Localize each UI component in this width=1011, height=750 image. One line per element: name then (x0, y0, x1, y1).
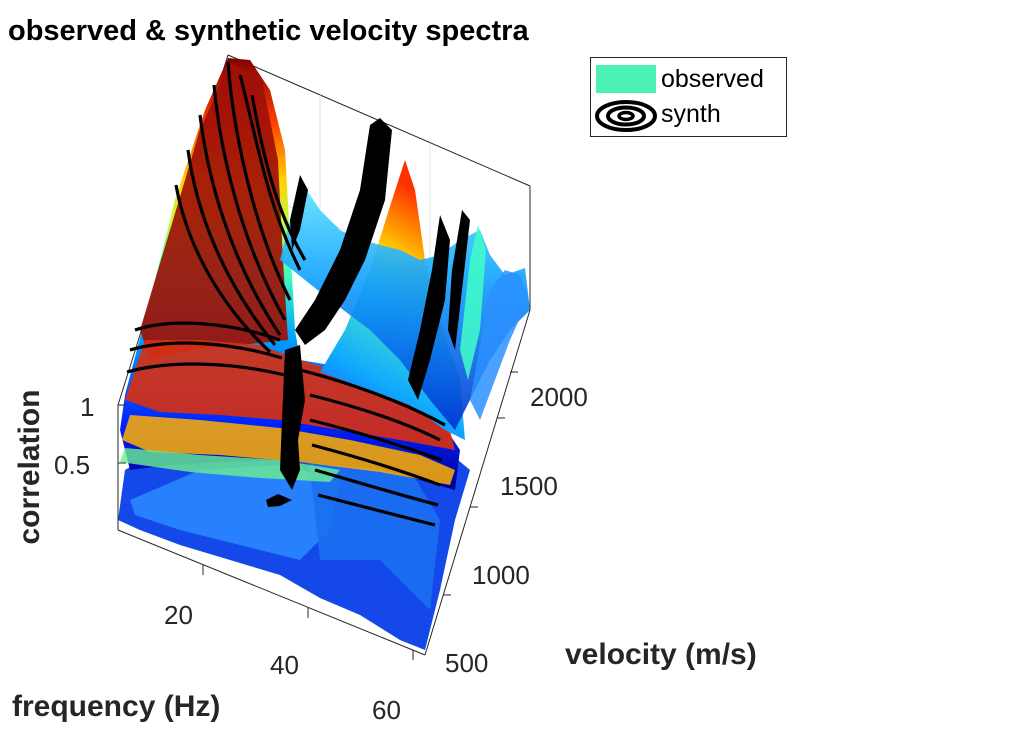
synth-contour (314, 468, 439, 507)
y-tick-label: 2000 (530, 382, 588, 412)
legend-contour-ring (595, 100, 657, 132)
synth-fill (266, 118, 470, 507)
synth-contour (309, 393, 441, 442)
synth-contour (311, 443, 441, 487)
x-tick-label: 60 (372, 695, 401, 725)
y-tick-label: 500 (445, 648, 489, 678)
y-tick-label: 1000 (472, 560, 530, 590)
observed-surface (118, 58, 530, 650)
synth-black-band (290, 175, 308, 250)
frequency-axis-line (117, 529, 426, 656)
chart-title: observed & synthetic velocity spectra (8, 15, 529, 47)
synth-contour (238, 74, 302, 271)
synth-contour (126, 362, 286, 377)
synth-black-band (448, 210, 470, 350)
synth-black-band (408, 215, 450, 400)
synth-contour (134, 321, 281, 342)
legend-contour-ring (617, 110, 635, 122)
surface-base-light (130, 465, 340, 560)
legend-contour-ring (606, 105, 646, 127)
z-tick-label: 0.5 (54, 450, 91, 480)
synth-contour (186, 149, 277, 347)
legend-entry-synth: synth (591, 98, 786, 134)
surface-cyan-peak (460, 225, 486, 380)
synth-contour (309, 418, 443, 462)
legend-label-synth: synth (661, 100, 721, 128)
synth-contour (226, 61, 292, 301)
legend-swatch-synth (595, 100, 657, 132)
synth-contour (198, 114, 282, 336)
synth-black-band (280, 345, 305, 490)
synth-contour (299, 368, 446, 427)
legend-entry-observed: observed (591, 61, 786, 97)
synth-black-band (295, 118, 392, 345)
z-tick-label: 1 (80, 392, 95, 422)
velocity-axis-line (424, 309, 531, 656)
x-axis-label: frequency (Hz) (12, 690, 221, 723)
synth-contour (212, 84, 287, 321)
x-tick-label: 20 (164, 600, 193, 630)
synth-contour (129, 341, 283, 360)
synth-black-blob (266, 494, 292, 507)
z-axis-label: correlation (13, 389, 46, 545)
legend-label-observed: observed (661, 65, 764, 93)
surface-far-ridge (470, 270, 528, 420)
synth-contours (126, 61, 446, 527)
axis-lines (117, 309, 531, 660)
legend: observed synth (590, 57, 787, 137)
y-tick-label: 1500 (500, 471, 558, 501)
x-tick-label: 40 (270, 650, 299, 680)
legend-swatch-observed (596, 65, 656, 93)
y-axis-label: velocity (m/s) (565, 638, 757, 671)
synth-contour (317, 493, 436, 527)
